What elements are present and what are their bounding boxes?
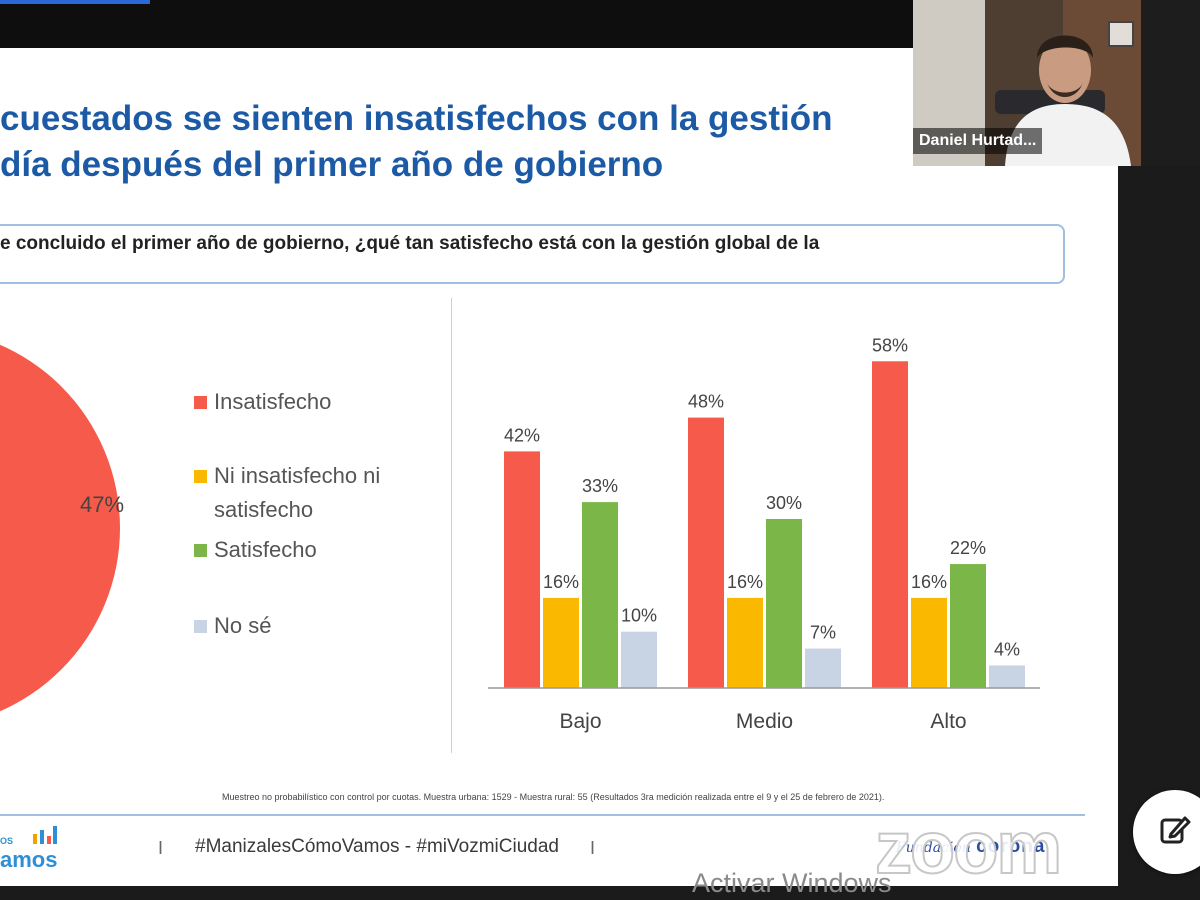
- bar-value-label: 33%: [582, 476, 618, 496]
- bar-medio-1: [688, 417, 724, 688]
- bar-value-label: 58%: [872, 335, 908, 355]
- category-label: Bajo: [559, 710, 601, 733]
- bar-value-label: 42%: [504, 425, 540, 445]
- legend-label-line-1: Ni insatisfecho ni: [214, 463, 381, 488]
- legend-item-neutral: Ni insatisfecho ni satisfecho: [194, 459, 381, 527]
- question-box: [0, 224, 1065, 284]
- activate-windows-watermark: Activar Windows: [692, 868, 892, 898]
- edit-icon: [1160, 816, 1191, 844]
- sponsor-script-text: Fundación: [896, 840, 971, 856]
- bar-chart: 42%16%33%10%Bajo48%16%30%7%Medio58%16%22…: [488, 335, 1040, 733]
- shared-slide: cuestados se sienten insatisfechos con l…: [0, 48, 1118, 886]
- question-text: e concluido el primer año de gobierno, ¿…: [0, 233, 820, 254]
- bar-value-label: 16%: [543, 572, 579, 592]
- slide-title-line-1: cuestados se sienten insatisfechos con l…: [0, 99, 833, 138]
- footer-separator: I: [158, 838, 164, 858]
- legend-label-line-2: satisfecho: [214, 497, 314, 522]
- logo-text-small: OS: [0, 836, 14, 846]
- bar-alto-4: [989, 665, 1025, 688]
- zoom-watermark: zoom: [874, 805, 1063, 890]
- category-label: Alto: [930, 710, 966, 733]
- slide-title: cuestados se sienten insatisfechos con l…: [0, 96, 832, 188]
- footer-separator: I: [590, 838, 596, 858]
- legend-item-satisfecho: Satisfecho: [194, 533, 317, 567]
- bar-alto-1: [872, 361, 908, 688]
- bar-value-label: 16%: [727, 572, 763, 592]
- fundacion-corona-logo: Fundación corona: [896, 836, 1045, 858]
- legend-item-insatisfecho: Insatisfecho: [194, 385, 332, 419]
- video-panel-edge: [1141, 0, 1200, 166]
- bar-bajo-2: [543, 597, 579, 688]
- sponsor-bold-text: corona: [976, 836, 1046, 857]
- logo-bars-icon: [33, 826, 57, 844]
- bar-value-label: 22%: [950, 538, 986, 558]
- bar-medio-3: [766, 519, 802, 688]
- chart-divider: [451, 298, 452, 753]
- pie-slice-label: 47%: [80, 492, 124, 517]
- category-label: Medio: [736, 710, 793, 733]
- bar-medio-2: [727, 597, 763, 688]
- pie-chart: 47%: [0, 344, 124, 712]
- legend-label: No sé: [214, 613, 272, 638]
- annotate-button[interactable]: [1133, 790, 1200, 874]
- legend-swatch-yellow: [194, 470, 207, 483]
- footnote: Muestreo no probabilístico con control p…: [222, 792, 885, 802]
- legend-swatch-grey: [194, 620, 207, 633]
- bar-value-label: 48%: [688, 392, 724, 412]
- active-tab-indicator: [0, 0, 150, 4]
- bar-alto-3: [950, 564, 986, 688]
- legend-label: Satisfecho: [214, 537, 317, 562]
- bar-bajo-1: [504, 451, 540, 688]
- participant-video-frame: [913, 0, 1141, 166]
- bar-medio-4: [805, 648, 841, 688]
- footer-hashtags: #ManizalesCómoVamos - #miVozmiCiudad: [195, 836, 559, 857]
- pie-slice-insatisfecho: [0, 344, 120, 712]
- participant-name-label: Daniel Hurtad...: [913, 128, 1043, 154]
- bar-bajo-4: [621, 631, 657, 688]
- bar-value-label: 10%: [621, 606, 657, 626]
- bar-value-label: 7%: [810, 623, 836, 643]
- bar-value-label: 30%: [766, 493, 802, 513]
- slide-title-line-2: día después del primer año de gobierno: [0, 145, 664, 184]
- footer-rule: [0, 814, 1085, 816]
- logo-text-big: amos: [0, 847, 58, 872]
- legend-item-no-se: No sé: [194, 609, 272, 643]
- bar-value-label: 16%: [911, 572, 947, 592]
- legend-swatch-green: [194, 544, 207, 557]
- legend-label: Insatisfecho: [214, 389, 332, 414]
- bar-bajo-3: [582, 502, 618, 688]
- bar-value-label: 4%: [994, 639, 1020, 659]
- legend-swatch-red: [194, 396, 207, 409]
- bar-alto-2: [911, 597, 947, 688]
